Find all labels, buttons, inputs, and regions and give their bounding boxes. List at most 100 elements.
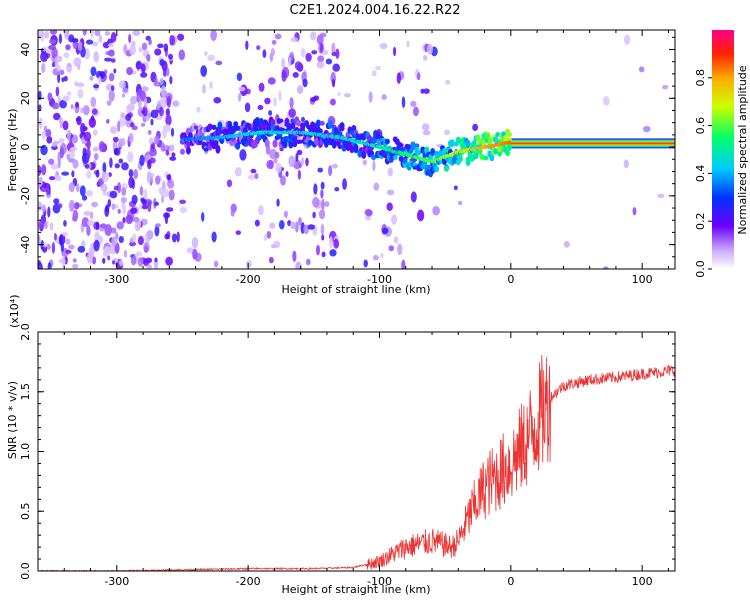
noise-speckle xyxy=(68,147,76,159)
noise-speckle xyxy=(278,90,282,102)
noise-speckle xyxy=(226,179,233,188)
noise-speckle xyxy=(133,169,139,180)
noise-speckle xyxy=(58,118,64,124)
noise-speckle xyxy=(335,48,340,59)
noise-speckle xyxy=(62,95,70,102)
noise-speckle xyxy=(106,119,110,124)
noise-speckle xyxy=(121,162,129,171)
noise-speckle xyxy=(59,258,66,264)
noise-speckle xyxy=(432,205,441,216)
noise-speckle xyxy=(141,86,149,92)
signal-blob xyxy=(254,116,260,126)
noise-speckle xyxy=(93,129,98,136)
noise-speckle xyxy=(320,181,325,190)
signal-blob xyxy=(203,147,209,152)
noise-speckle xyxy=(120,197,128,204)
noise-speckle xyxy=(83,131,92,142)
noise-speckle xyxy=(45,184,50,196)
noise-speckle xyxy=(95,169,100,178)
noise-speckle xyxy=(65,249,72,254)
noise-speckle xyxy=(91,108,98,115)
signal-blob xyxy=(270,124,276,131)
noise-speckle xyxy=(387,167,393,177)
noise-speckle xyxy=(72,159,79,169)
noise-speckle xyxy=(102,191,108,197)
noise-speckle xyxy=(117,120,121,133)
noise-speckle xyxy=(81,195,88,201)
noise-speckle xyxy=(91,201,99,208)
noise-speckle xyxy=(38,164,42,177)
noise-speckle xyxy=(159,58,165,67)
noise-speckle xyxy=(40,187,48,193)
noise-speckle xyxy=(61,77,65,83)
signal-blob xyxy=(193,125,199,130)
noise-speckle xyxy=(132,233,137,242)
noise-speckle xyxy=(300,156,305,166)
noise-speckle xyxy=(153,135,160,145)
noise-speckle xyxy=(71,170,75,178)
signal-blob xyxy=(361,150,367,159)
noise-speckle xyxy=(331,78,336,88)
noise-speckle xyxy=(122,216,126,224)
noise-speckle xyxy=(292,72,299,78)
x-tick-label: -200 xyxy=(236,273,261,286)
signal-blob xyxy=(282,140,288,149)
noise-speckle xyxy=(169,156,177,161)
noise-speckle xyxy=(57,203,63,209)
noise-speckle xyxy=(98,76,102,85)
noise-speckle xyxy=(38,104,42,111)
noise-speckle xyxy=(638,66,645,73)
noise-speckle xyxy=(270,48,276,57)
noise-speckle xyxy=(71,38,79,43)
signal-blob xyxy=(473,151,479,160)
noise-speckle xyxy=(256,45,261,51)
noise-speckle xyxy=(165,114,172,126)
noise-speckle xyxy=(305,52,312,62)
noise-speckle xyxy=(141,42,148,51)
noise-speckle xyxy=(85,148,91,159)
signal-blob xyxy=(495,132,501,137)
signal-blob xyxy=(422,160,428,169)
noise-speckle xyxy=(66,62,73,73)
noise-speckle xyxy=(86,225,91,237)
noise-speckle xyxy=(40,240,45,251)
x-tick-label: 0 xyxy=(507,273,514,286)
noise-speckle xyxy=(271,39,277,45)
noise-speckle xyxy=(296,149,303,156)
noise-speckle xyxy=(122,204,127,215)
noise-speckle xyxy=(330,98,336,106)
noise-speckle xyxy=(45,128,52,138)
noise-speckle xyxy=(154,48,162,56)
noise-speckle xyxy=(202,83,206,94)
noise-speckle xyxy=(294,61,302,71)
snr-x-ticks: -300 -200 -100 0 100 xyxy=(37,332,669,588)
noise-speckle xyxy=(662,84,669,90)
noise-speckle xyxy=(112,136,119,143)
noise-speckle xyxy=(309,31,317,41)
noise-speckle xyxy=(410,191,417,203)
noise-speckle xyxy=(48,44,56,50)
noise-speckle xyxy=(38,234,41,246)
noise-speckle xyxy=(296,85,304,95)
noise-speckle xyxy=(141,198,147,206)
noise-speckle xyxy=(362,159,368,166)
noise-speckle xyxy=(80,122,86,135)
signal-blob xyxy=(400,146,406,152)
noise-speckle xyxy=(72,215,77,222)
noise-speckle xyxy=(106,100,112,106)
noise-speckle xyxy=(397,243,403,256)
noise-speckle xyxy=(137,235,144,246)
noise-speckle xyxy=(49,222,54,231)
noise-speckle xyxy=(102,257,106,264)
signal-blob xyxy=(317,128,323,134)
signal-blob xyxy=(501,131,507,137)
noise-speckle xyxy=(165,108,171,117)
signal-blob xyxy=(337,144,343,149)
noise-speckle xyxy=(300,48,306,58)
signal-blob xyxy=(323,139,329,148)
noise-speckle xyxy=(62,120,69,131)
noise-speckle xyxy=(416,209,425,222)
noise-speckle xyxy=(161,195,165,204)
noise-speckle xyxy=(111,236,118,247)
noise-speckle xyxy=(147,201,152,213)
